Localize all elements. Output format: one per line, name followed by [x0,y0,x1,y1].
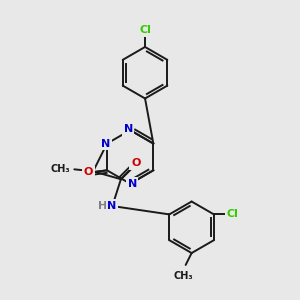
Text: CH₃: CH₃ [174,271,194,281]
Text: N: N [101,139,111,148]
Text: N: N [107,201,117,211]
Text: Cl: Cl [227,209,239,219]
Text: N: N [124,124,133,134]
Text: O: O [131,158,140,168]
Text: CH₃: CH₃ [51,164,70,174]
Text: Cl: Cl [139,25,151,35]
Text: O: O [83,167,93,177]
Text: H: H [98,201,108,211]
Text: N: N [128,179,137,189]
